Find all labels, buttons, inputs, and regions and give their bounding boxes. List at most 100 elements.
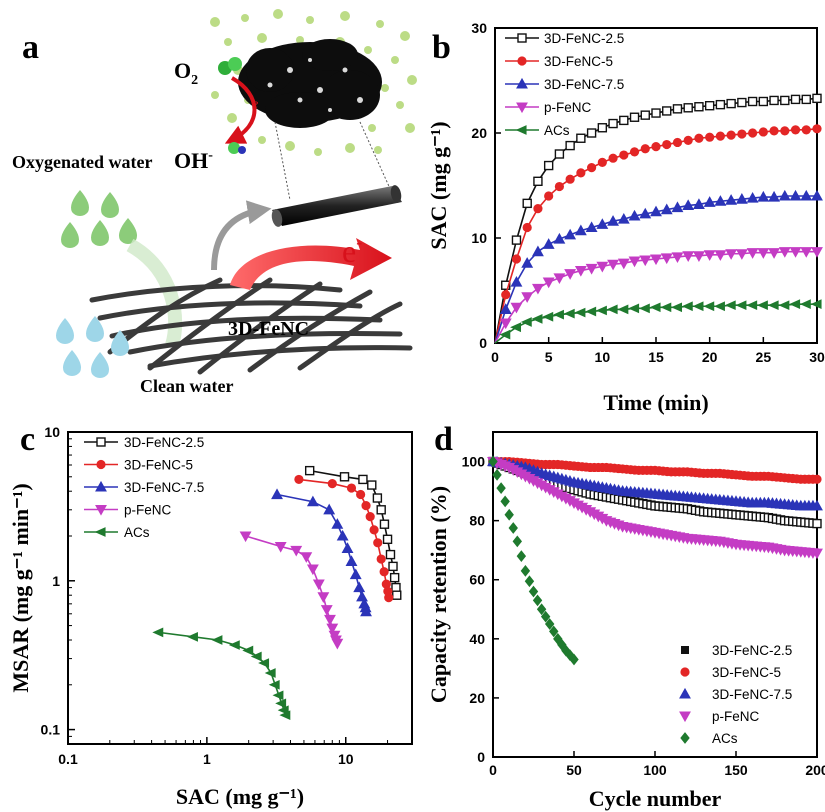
- data-point: [392, 590, 402, 600]
- data-point: [672, 137, 683, 148]
- data-point: [271, 488, 283, 500]
- data-point: [576, 168, 586, 178]
- series-p-fenc: [487, 456, 823, 560]
- data-point: [531, 314, 543, 324]
- x-axis-title: Time (min): [603, 390, 708, 415]
- data-point: [564, 269, 577, 280]
- legend-label: 3D-FeNC-5: [712, 665, 781, 680]
- o2-label: O: [174, 58, 191, 83]
- legend-marker: [516, 102, 528, 114]
- data-point: [812, 474, 822, 484]
- data-point: [152, 627, 164, 638]
- data-point: [758, 127, 768, 137]
- data-point: [746, 300, 758, 311]
- data-point: [274, 541, 287, 553]
- x-tick-label: 200: [805, 762, 825, 778]
- sac-time-chart: b 0 5 10 15 20 25 30 0 10 20 30 Time (min) SAC (mg g⁻…: [426, 20, 825, 415]
- data-point: [187, 632, 198, 642]
- x-tick-label: 30: [809, 349, 825, 365]
- data-point: [549, 625, 559, 638]
- x-tick-label: 10: [338, 751, 354, 767]
- data-point: [714, 301, 725, 312]
- data-point: [382, 534, 393, 545]
- data-point: [533, 204, 543, 214]
- data-point: [596, 218, 609, 229]
- data-point: [660, 302, 672, 313]
- data-point: [639, 255, 652, 267]
- x-tick-label: 1: [203, 751, 211, 767]
- legend-marker: [679, 687, 691, 699]
- y-tick-label: 40: [469, 631, 485, 647]
- data-point: [358, 474, 368, 485]
- electron-arrow-icon: [230, 238, 392, 290]
- data-point: [660, 253, 673, 265]
- clean-water-label: Clean water: [140, 376, 233, 396]
- data-point: [608, 118, 618, 129]
- data-point: [542, 311, 554, 322]
- series-3d-fenc-5: [294, 474, 394, 603]
- data-point: [574, 307, 586, 318]
- legend-marker: [94, 527, 106, 537]
- panel-c-letter: c: [20, 421, 35, 458]
- y-tick-label: 80: [469, 513, 485, 529]
- svg-text:O2: O2: [174, 58, 198, 88]
- data-point: [715, 99, 726, 110]
- data-point: [585, 263, 598, 275]
- data-point: [681, 301, 693, 312]
- x-axis-title: Cycle number: [589, 786, 722, 811]
- data-point: [812, 93, 822, 104]
- legend-marker: [681, 646, 689, 654]
- data-point: [327, 478, 337, 489]
- data-point: [520, 564, 531, 577]
- series-p-fenc: [494, 247, 823, 344]
- data-point: [726, 130, 736, 140]
- oh-superscript: -: [208, 148, 213, 163]
- data-point: [510, 275, 523, 287]
- legend-marker: [517, 56, 527, 66]
- data-point: [812, 518, 822, 529]
- data-point: [705, 132, 715, 142]
- data-point: [586, 128, 597, 138]
- legend-label: 3D-FeNC-2.5: [124, 435, 204, 450]
- data-point: [704, 100, 715, 111]
- data-point: [778, 300, 790, 311]
- data-point: [574, 265, 587, 277]
- data-point: [508, 522, 518, 534]
- data-point: [277, 705, 289, 716]
- y-axis-title: Capacity retention (%): [426, 486, 451, 703]
- x-tick-label: 0: [489, 762, 497, 778]
- electron-small-label: e: [252, 97, 258, 112]
- data-point: [528, 585, 539, 598]
- data-point: [649, 302, 661, 313]
- data-point: [544, 618, 555, 630]
- y-tick-label: 20: [469, 690, 485, 706]
- data-point: [585, 221, 598, 233]
- data-point: [228, 640, 240, 650]
- data-point: [499, 303, 512, 314]
- data-point: [790, 94, 801, 105]
- x-tick-label: 15: [648, 349, 664, 365]
- data-point: [778, 189, 791, 201]
- data-point: [361, 501, 371, 511]
- clean-droplets-icon: [56, 316, 129, 378]
- data-point: [360, 605, 372, 617]
- data-point: [554, 149, 565, 159]
- material-label: 3D-FeNC: [228, 318, 309, 340]
- x-tick-label: 20: [702, 349, 718, 365]
- data-point: [756, 300, 768, 311]
- plot-frame: [494, 27, 818, 344]
- legend: 3D-FeNC-2.5 3D-FeNC-5 3D-FeNC-7.5 p-FeNC ACs: [84, 435, 204, 540]
- data-point: [628, 256, 641, 268]
- nanofiber-rod-icon: [271, 185, 402, 227]
- data-point: [312, 579, 325, 591]
- data-point: [769, 126, 779, 136]
- data-point: [576, 133, 586, 143]
- data-point: [542, 277, 555, 289]
- data-point: [671, 252, 684, 264]
- legend-marker: [680, 667, 690, 677]
- data-point: [522, 198, 532, 209]
- data-point: [304, 465, 315, 476]
- series-line: [494, 128, 818, 344]
- data-point: [724, 300, 736, 311]
